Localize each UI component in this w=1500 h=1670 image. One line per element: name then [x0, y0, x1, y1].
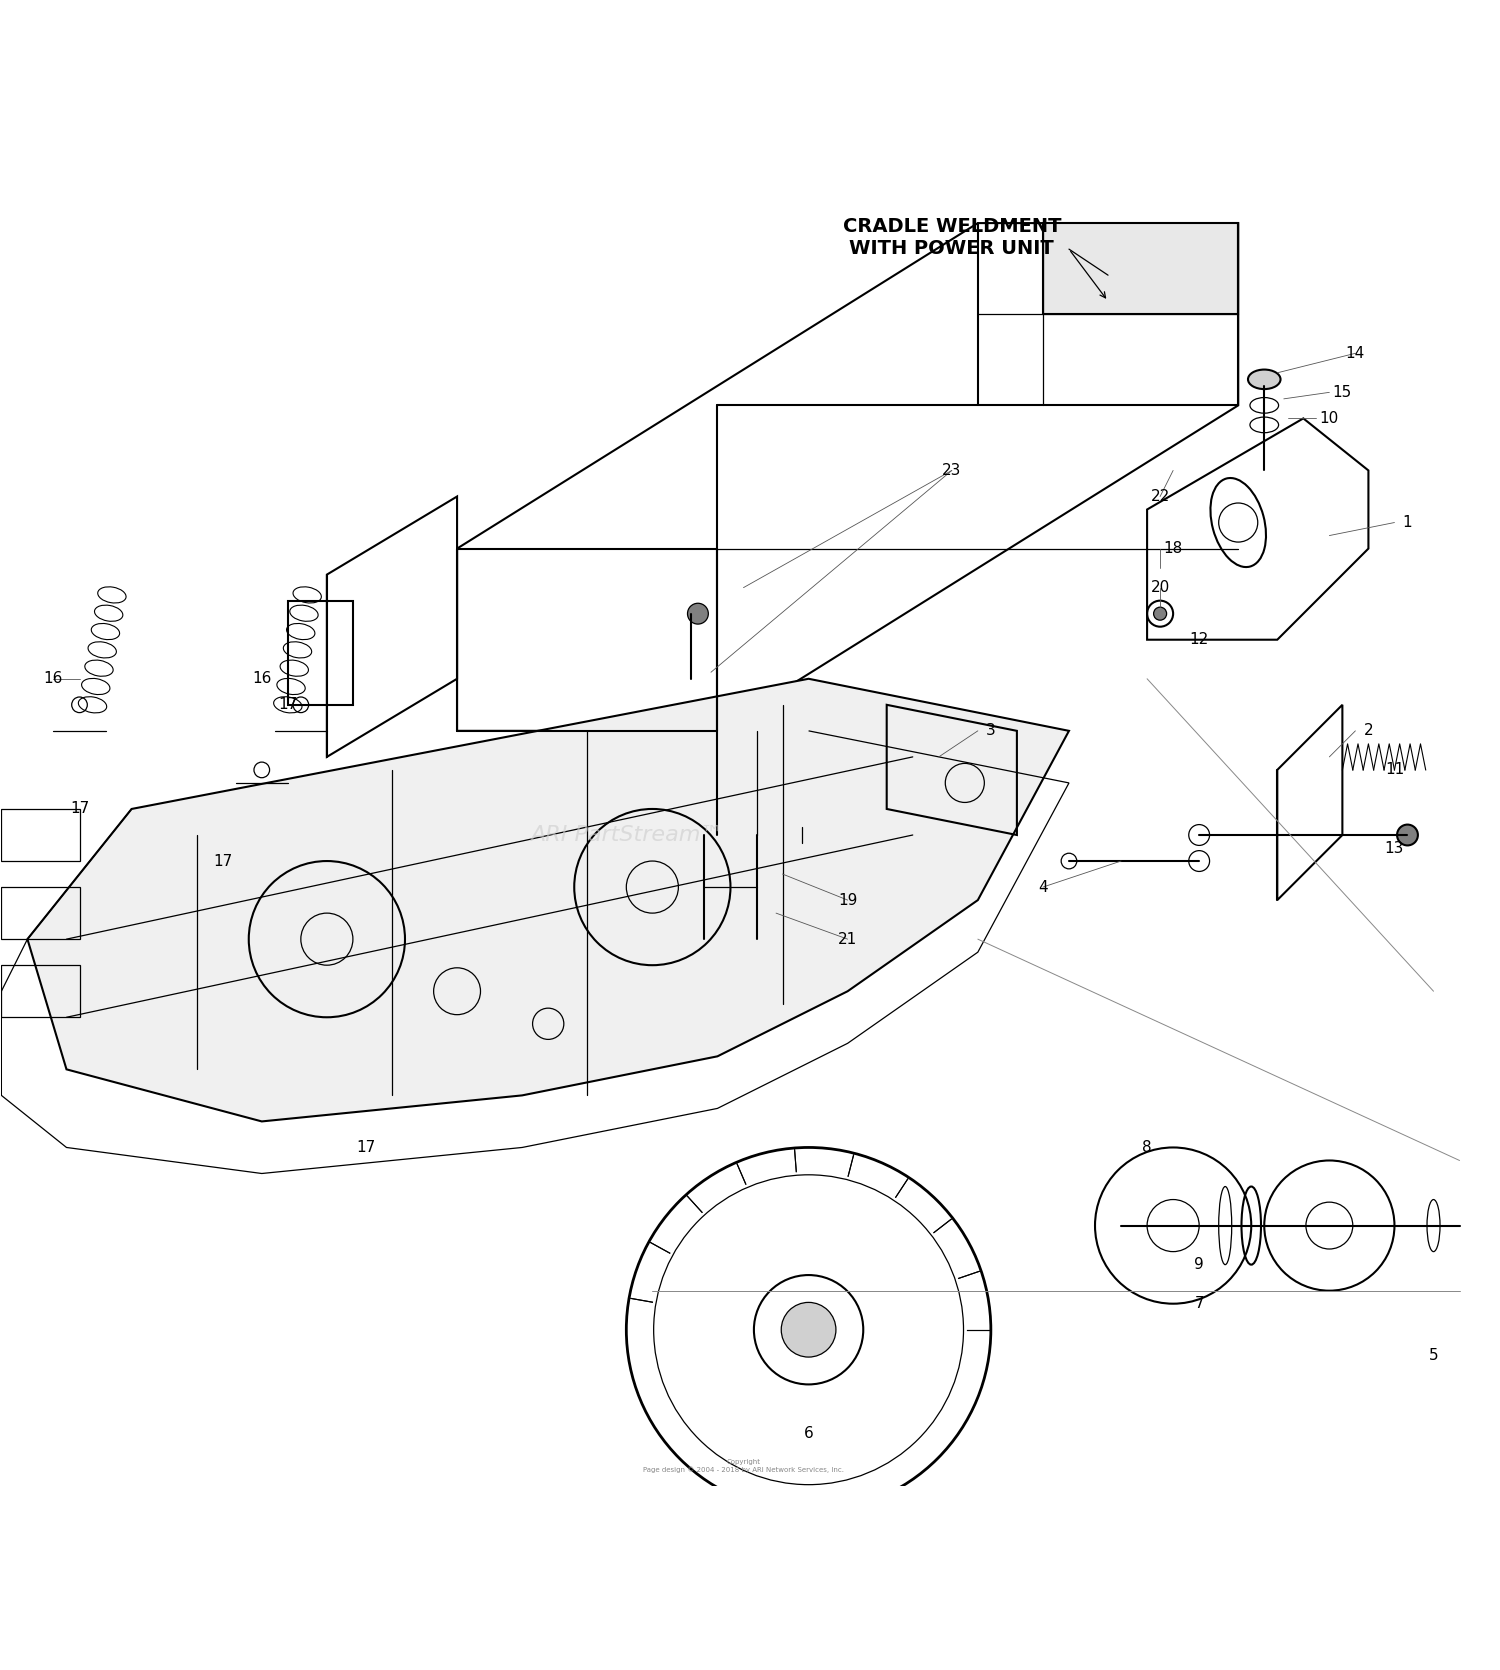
- Text: 17: 17: [278, 698, 297, 713]
- Text: 10: 10: [1320, 411, 1340, 426]
- Text: 17: 17: [70, 802, 88, 817]
- Bar: [288, 601, 352, 705]
- Text: 9: 9: [1194, 1258, 1204, 1273]
- Text: 17: 17: [213, 853, 232, 868]
- Text: 17: 17: [357, 1141, 375, 1156]
- Text: ARI PartStream™: ARI PartStream™: [530, 825, 723, 845]
- Text: 7: 7: [1194, 1296, 1204, 1311]
- Text: 8: 8: [1143, 1141, 1152, 1156]
- Text: 16: 16: [252, 671, 272, 686]
- Bar: [2, 887, 80, 939]
- Circle shape: [1396, 825, 1417, 845]
- Text: 11: 11: [1384, 763, 1404, 778]
- Text: 12: 12: [1190, 633, 1209, 648]
- Bar: [2, 965, 80, 1017]
- Text: 4: 4: [1038, 880, 1047, 895]
- Text: 3: 3: [986, 723, 996, 738]
- Text: 23: 23: [942, 463, 962, 478]
- Circle shape: [687, 603, 708, 625]
- Bar: [2, 808, 80, 862]
- Text: 18: 18: [1164, 541, 1184, 556]
- Text: Copyright
Page design © 2004 - 2018 by ARI Network Services, Inc.: Copyright Page design © 2004 - 2018 by A…: [644, 1460, 844, 1473]
- Text: 14: 14: [1346, 346, 1365, 361]
- Text: 20: 20: [1150, 579, 1170, 595]
- Polygon shape: [27, 678, 1070, 1122]
- Circle shape: [782, 1303, 836, 1358]
- Polygon shape: [1042, 224, 1238, 314]
- Ellipse shape: [1248, 369, 1281, 389]
- Circle shape: [1154, 608, 1167, 620]
- Text: 6: 6: [804, 1426, 813, 1441]
- Text: 5: 5: [1428, 1348, 1438, 1363]
- Text: 1: 1: [1402, 514, 1413, 529]
- Text: CRADLE WELDMENT
WITH POWER UNIT: CRADLE WELDMENT WITH POWER UNIT: [843, 217, 1060, 257]
- Text: 13: 13: [1384, 840, 1404, 855]
- Text: 22: 22: [1150, 489, 1170, 504]
- Text: 21: 21: [839, 932, 858, 947]
- Text: 19: 19: [839, 892, 858, 907]
- Text: 15: 15: [1334, 384, 1352, 399]
- Text: 16: 16: [44, 671, 63, 686]
- Text: 2: 2: [1364, 723, 1372, 738]
